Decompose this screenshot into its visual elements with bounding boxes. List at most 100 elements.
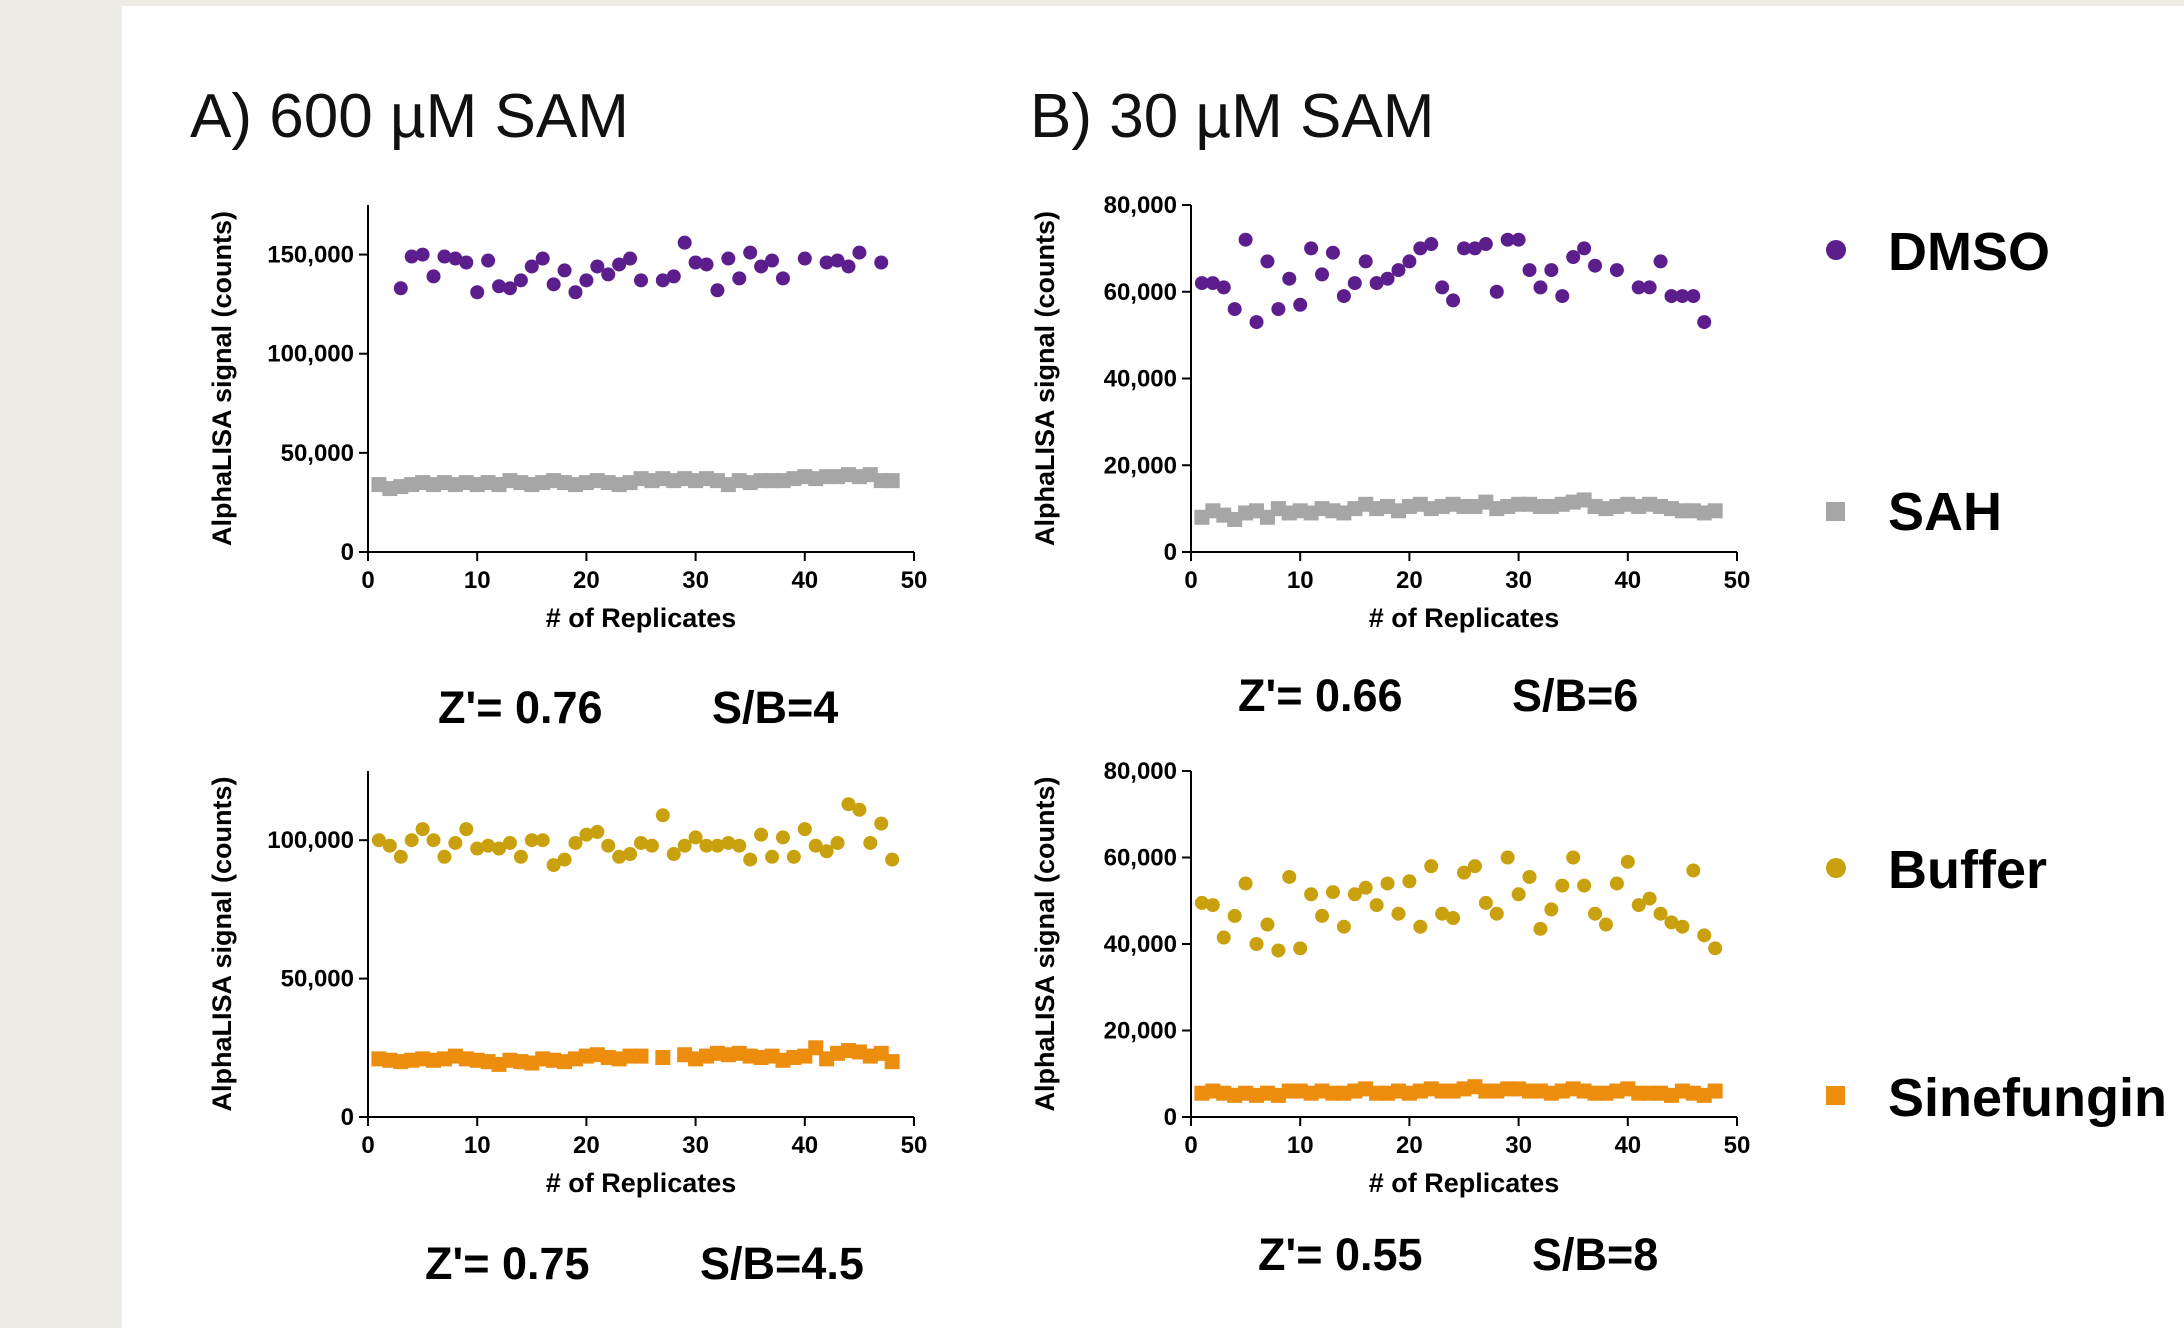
- x-tick-label: 50: [901, 1132, 928, 1159]
- buffer-point: [404, 833, 419, 848]
- dmso-point: [1609, 263, 1624, 278]
- buffer-point: [1347, 887, 1362, 902]
- dmso-point: [743, 245, 758, 260]
- dmso-point: [1664, 289, 1679, 304]
- buffer-point: [797, 822, 812, 837]
- buffer-point: [1402, 874, 1417, 889]
- buffer-point: [1478, 895, 1493, 910]
- buffer-point: [1238, 876, 1253, 891]
- dmso-point: [612, 257, 627, 272]
- buffer-point: [437, 849, 452, 864]
- buffer-point: [1424, 859, 1439, 874]
- dmso-point: [1336, 289, 1351, 304]
- x-tick-label: 40: [1614, 1132, 1641, 1159]
- buffer-point: [721, 835, 736, 850]
- dmso-point: [1304, 241, 1319, 256]
- dmso-point: [1555, 289, 1570, 304]
- buffer-point: [1675, 919, 1690, 934]
- buffer-point: [470, 841, 485, 856]
- legend-item-dmso: DMSO: [1826, 222, 2050, 282]
- legend-buffer-label: Buffer: [1888, 840, 2047, 900]
- buffer-point: [885, 852, 900, 867]
- dmso-point: [634, 273, 648, 288]
- dmso-point: [1227, 302, 1242, 317]
- dmso-point: [1697, 315, 1712, 330]
- buffer-point: [1271, 943, 1286, 958]
- dmso-point: [1686, 289, 1701, 304]
- dmso-point: [1675, 289, 1690, 304]
- x-tick-label: 30: [682, 567, 709, 594]
- dmso-point: [874, 255, 889, 270]
- buffer-point: [1293, 941, 1308, 956]
- buffer-point: [1566, 850, 1581, 865]
- buffer-point: [644, 838, 659, 853]
- buffer-point: [557, 852, 572, 867]
- y-tick-label: 100,000: [267, 827, 354, 854]
- y-tick-label: 0: [341, 539, 354, 566]
- dmso-point: [524, 259, 539, 274]
- buffer-point: [1467, 859, 1482, 874]
- sb-ratio-b-bottom: S/B=8: [1532, 1229, 1658, 1280]
- buffer-point: [382, 838, 397, 853]
- x-tick-label: 20: [573, 567, 600, 594]
- z-prime-b-top: Z'= 0.66: [1238, 670, 1403, 721]
- dmso-point: [1194, 276, 1209, 291]
- dmso-point: [841, 259, 856, 274]
- buffer-point: [1697, 928, 1712, 943]
- dmso-point: [1566, 250, 1581, 265]
- dmso-point: [1511, 232, 1526, 247]
- dmso-point: [1478, 237, 1493, 252]
- legend-sinefungin-label: Sinefungin: [1888, 1068, 2167, 1128]
- x-axis-label: # of Replicates: [546, 1168, 737, 1198]
- buffer-point: [415, 822, 430, 837]
- dmso-point: [1577, 241, 1592, 256]
- buffer-point: [1620, 854, 1635, 869]
- y-axis-label: AlphaLISA signal (counts): [1030, 211, 1060, 546]
- dmso-point: [1315, 267, 1330, 282]
- buffer-point: [1631, 898, 1646, 913]
- dmso-point: [590, 259, 605, 274]
- buffer-point: [1369, 898, 1384, 913]
- y-tick-label: 50,000: [281, 440, 354, 467]
- buffer-point: [852, 802, 867, 817]
- x-tick-label: 30: [1505, 1132, 1532, 1159]
- legend-item-sah: SAH: [1826, 482, 2002, 542]
- buffer-point: [732, 838, 747, 853]
- dmso-point: [426, 269, 441, 284]
- dmso-point: [481, 253, 496, 268]
- buffer-point: [612, 849, 627, 864]
- buffer-point: [524, 833, 539, 848]
- y-tick-label: 60,000: [1104, 279, 1177, 306]
- dmso-point: [1424, 237, 1439, 252]
- buffer-point: [568, 835, 583, 850]
- buffer-point: [1282, 869, 1297, 884]
- dmso-point: [1260, 254, 1275, 269]
- x-tick-label: 10: [464, 567, 491, 594]
- buffer-point: [481, 838, 496, 853]
- buffer-point: [1391, 906, 1406, 921]
- buffer-point: [1304, 887, 1319, 902]
- buffer-point: [1555, 878, 1570, 893]
- legend-dmso-marker: [1826, 240, 1846, 260]
- sinefungin-point: [655, 1049, 671, 1065]
- dmso-point: [1380, 271, 1395, 286]
- dmso-point: [1544, 263, 1559, 278]
- buffer-point: [459, 822, 474, 837]
- y-tick-label: 100,000: [267, 341, 354, 368]
- buffer-point: [1336, 919, 1351, 934]
- plot-a-buffer-sinefungin: 0 10 20 30 40 50 0 50,000 100,000 # of Replicates…: [207, 771, 927, 1198]
- dmso-point: [1358, 254, 1373, 269]
- x-tick-label: 0: [361, 567, 374, 594]
- sinefungin-point: [1707, 1083, 1723, 1099]
- buffer-point: [502, 835, 517, 850]
- x-tick-label: 50: [1724, 1132, 1751, 1159]
- dmso-point: [1446, 293, 1461, 308]
- dmso-point: [535, 251, 550, 266]
- x-tick-label: 10: [1287, 567, 1314, 594]
- buffer-point: [1380, 876, 1395, 891]
- buffer-point: [775, 830, 790, 845]
- buffer-point: [754, 827, 769, 842]
- buffer-point: [1686, 863, 1701, 878]
- legend-sah-label: SAH: [1888, 482, 2002, 542]
- buffer-point: [1413, 919, 1428, 934]
